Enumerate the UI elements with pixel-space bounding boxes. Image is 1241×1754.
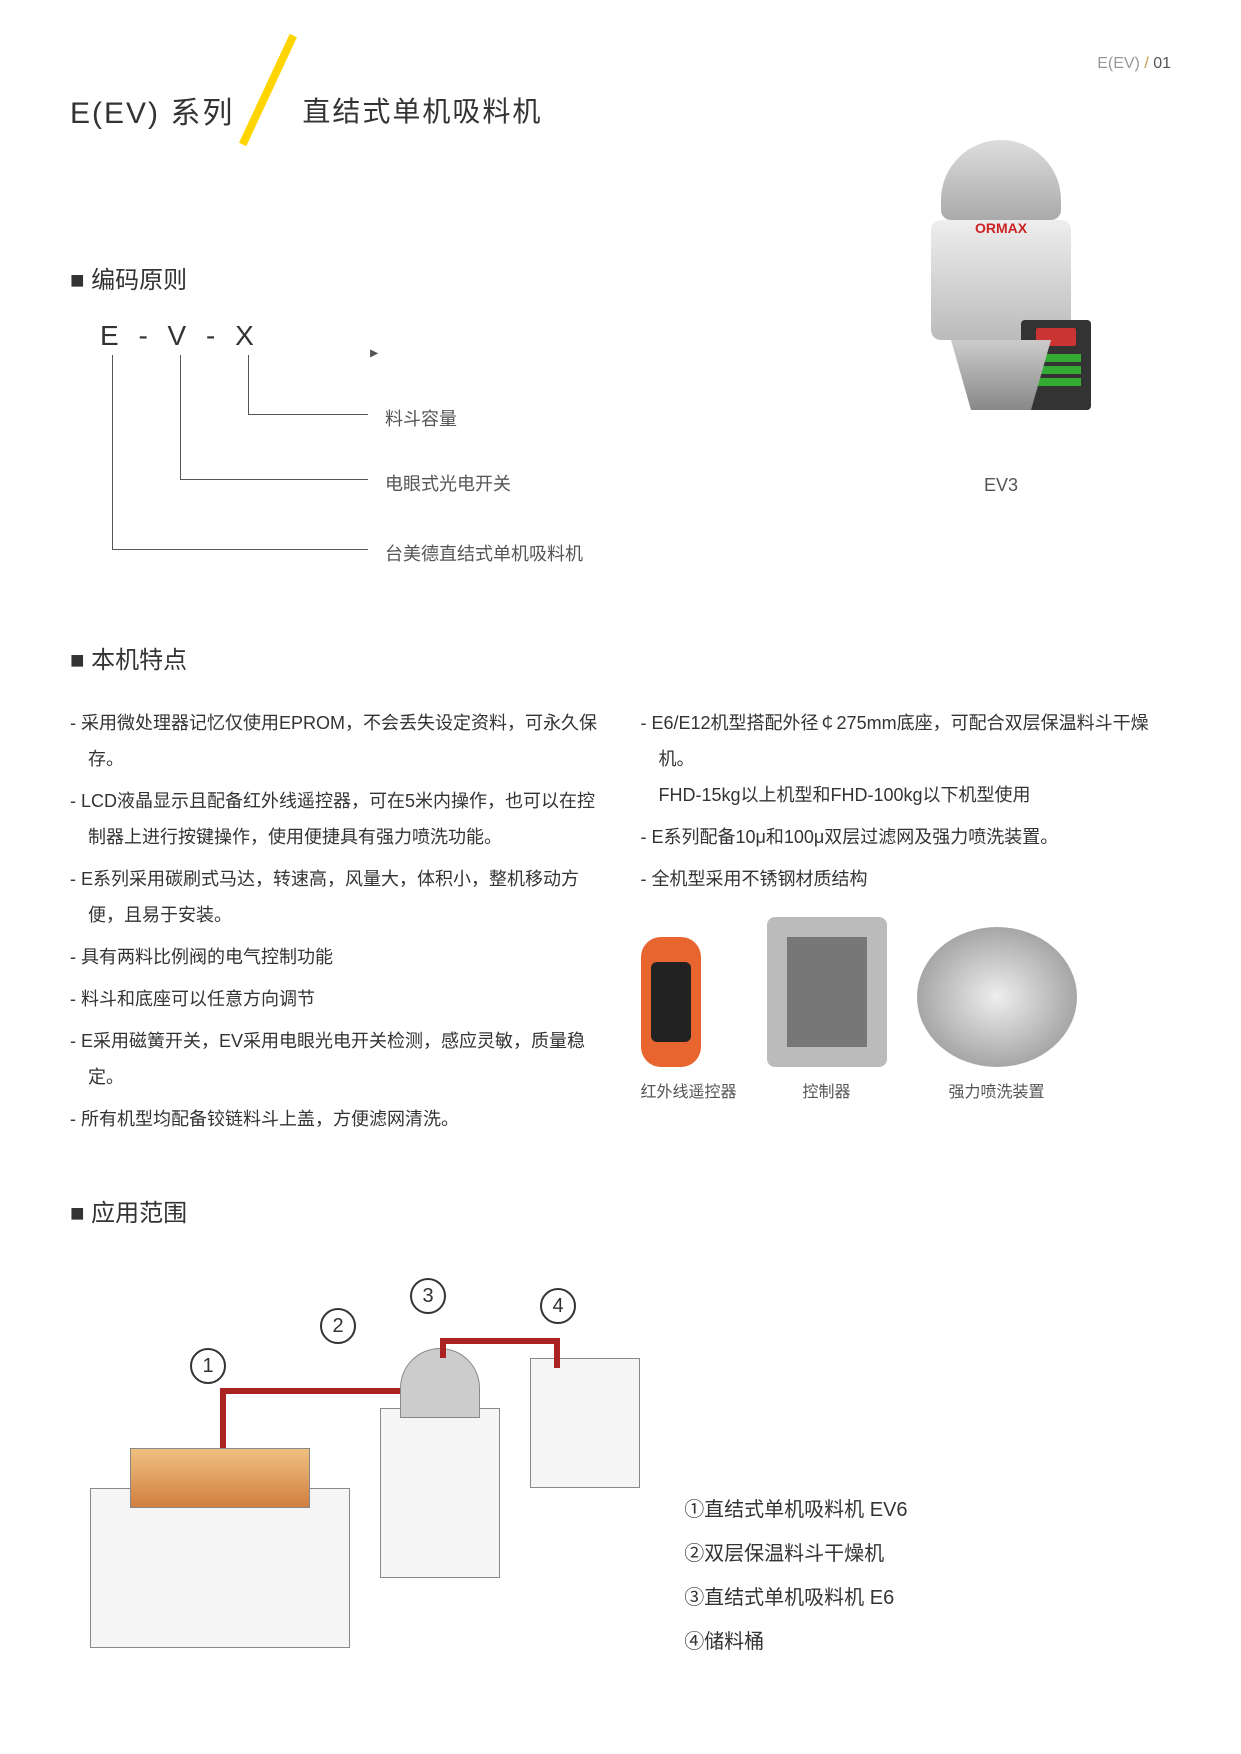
feature-item: 全机型采用不锈钢材质结构 — [641, 861, 1172, 897]
legend-item: ③直结式单机吸料机 E6 — [684, 1576, 1171, 1620]
application-row: 1 2 3 4 ①直结式单机吸料机 EV6 ②双层保温料斗干燥机 ③直结式单机吸… — [70, 1288, 1171, 1668]
feature-item: E系列配备10μ和100μ双层过滤网及强力喷洗装置。 — [641, 819, 1172, 855]
feature-item: 所有机型均配备铰链料斗上盖，方便滤网清洗。 — [70, 1101, 601, 1137]
encoding-code: E - V - X — [100, 320, 260, 352]
accessory-label: 强力喷洗装置 — [917, 1077, 1077, 1109]
encoding-label-e: 台美德直结式单机吸料机 — [385, 540, 583, 566]
pipe-1 — [220, 1388, 400, 1394]
application-legend: ①直结式单机吸料机 EV6 ②双层保温料斗干燥机 ③直结式单机吸料机 E6 ④储… — [684, 1288, 1171, 1668]
remote-icon — [641, 937, 701, 1067]
accessory-remote: 红外线遥控器 — [641, 937, 737, 1109]
machine-3 — [400, 1348, 480, 1418]
encoding-label-x: 料斗容量 — [385, 405, 457, 431]
accessories-row: 红外线遥控器 控制器 强力喷洗装置 — [641, 917, 1172, 1109]
accent-slash — [239, 34, 297, 146]
features-section: 本机特点 采用微处理器记忆仅使用EPROM，不会丢失设定资料，可永久保存。 LC… — [70, 640, 1171, 1143]
accessory-label: 红外线遥控器 — [641, 1077, 737, 1109]
encoding-line-e — [112, 355, 368, 550]
machine-1 — [90, 1488, 350, 1648]
legend-item: ④储料桶 — [684, 1620, 1171, 1664]
subtitle: 直结式单机吸料机 — [302, 90, 542, 130]
diagram-marker-3: 3 — [410, 1278, 446, 1314]
series-title: E(EV) 系列 — [70, 88, 234, 132]
pipe-2v — [440, 1338, 446, 1358]
diagram-marker-1: 1 — [190, 1348, 226, 1384]
application-diagram: 1 2 3 4 — [70, 1288, 654, 1668]
features-right: E6/E12机型搭配外径￠275mm底座，可配合双层保温料斗干燥机。 FHD-1… — [641, 705, 1172, 1143]
feature-item: LCD液晶显示且配备红外线遥控器，可在5米内操作，也可以在控制器上进行按键操作，… — [70, 783, 601, 855]
encoding-diagram: E - V - X 料斗容量 电眼式光电开关 台美德直结式单机吸料机 — [100, 320, 1171, 580]
pipe-1v — [220, 1388, 226, 1448]
feature-item: 料斗和底座可以任意方向调节 — [70, 981, 601, 1017]
machine-1-top — [130, 1448, 310, 1508]
machine-4 — [530, 1358, 640, 1488]
features-row: 采用微处理器记忆仅使用EPROM，不会丢失设定资料，可永久保存。 LCD液晶显示… — [70, 705, 1171, 1143]
feature-item: 采用微处理器记忆仅使用EPROM，不会丢失设定资料，可永久保存。 — [70, 705, 601, 777]
diagram-marker-2: 2 — [320, 1308, 356, 1344]
accessory-controller: 控制器 — [767, 917, 887, 1109]
series-code: E(EV) — [70, 97, 160, 130]
feature-item: E系列采用碳刷式马达，转速高，风量大，体积小，整机移动方便，且易于安装。 — [70, 861, 601, 933]
accessory-label: 控制器 — [767, 1077, 887, 1109]
washer-icon — [917, 927, 1077, 1067]
machine-2 — [380, 1408, 500, 1578]
product-brand: ORMAX — [975, 220, 1027, 236]
legend-item: ①直结式单机吸料机 EV6 — [684, 1488, 1171, 1532]
controller-icon — [767, 917, 887, 1067]
accessory-washer: 强力喷洗装置 — [917, 927, 1077, 1109]
feature-item: E采用磁簧开关，EV采用电眼光电开关检测，感应灵敏，质量稳定。 — [70, 1023, 601, 1095]
feature-item: E6/E12机型搭配外径￠275mm底座，可配合双层保温料斗干燥机。 FHD-1… — [641, 705, 1172, 813]
feature-item: 具有两料比例阀的电气控制功能 — [70, 939, 601, 975]
pipe-2 — [440, 1338, 560, 1344]
section-title-application: 应用范围 — [70, 1193, 1171, 1228]
series-word: 系列 — [170, 97, 234, 130]
legend-item: ②双层保温料斗干燥机 — [684, 1532, 1171, 1576]
diagram-marker-4: 4 — [540, 1288, 576, 1324]
pipe-3v — [554, 1338, 560, 1368]
application-section: 应用范围 1 2 3 4 ①直结式单机吸料机 EV6 ②双层保温料斗干燥机 ③直… — [70, 1193, 1171, 1668]
section-title-features: 本机特点 — [70, 640, 1171, 675]
features-left: 采用微处理器记忆仅使用EPROM，不会丢失设定资料，可永久保存。 LCD液晶显示… — [70, 705, 601, 1143]
encoding-label-v: 电眼式光电开关 — [385, 470, 511, 496]
